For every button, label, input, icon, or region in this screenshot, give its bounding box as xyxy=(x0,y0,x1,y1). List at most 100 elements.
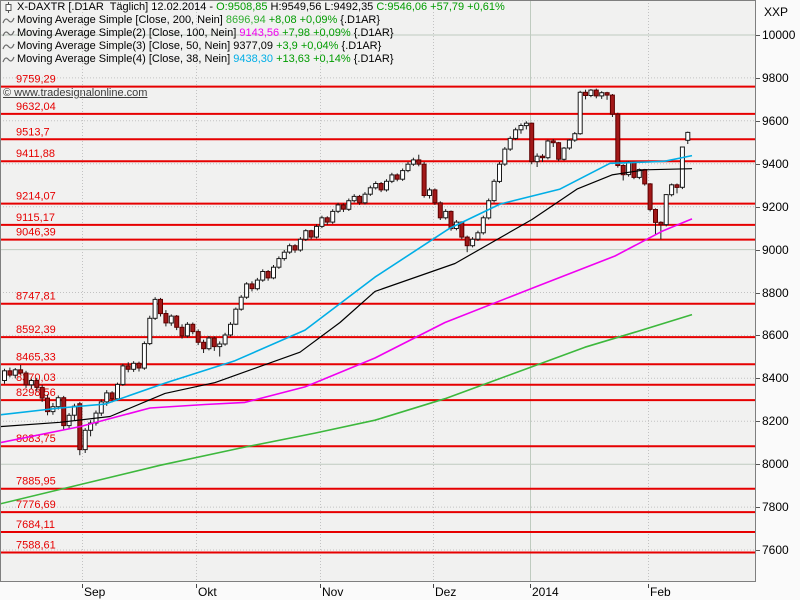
y-tick-mark xyxy=(756,35,760,37)
wave-icon xyxy=(2,56,15,63)
y-tick-mark xyxy=(756,121,760,123)
legend-text: Moving Average Simple [Close, 200, Nein] xyxy=(17,14,226,26)
level-label: 8465,33 xyxy=(16,351,56,363)
candle-down xyxy=(308,230,314,238)
level-label: 9046,39 xyxy=(16,227,56,239)
x-tick-mark xyxy=(320,584,321,588)
candle-up xyxy=(115,383,120,400)
candle-up xyxy=(518,125,524,131)
candle-down xyxy=(201,341,207,350)
candle-up xyxy=(254,279,260,290)
legend-text: Moving Average Simple(2) [Close, 100, Ne… xyxy=(17,27,240,39)
candle-up xyxy=(98,401,104,414)
candle-down xyxy=(174,315,180,328)
candle-up xyxy=(443,210,449,219)
candle-up xyxy=(2,370,7,381)
candle-up xyxy=(599,92,605,97)
wave-icon xyxy=(2,17,15,24)
plot-border xyxy=(0,0,756,582)
candle-up xyxy=(577,91,583,135)
legend-text: O:9508,85 xyxy=(216,1,271,13)
candle-up xyxy=(271,266,276,279)
candle-down xyxy=(195,331,201,343)
candle-down xyxy=(324,217,330,223)
y-axis-label: 10000 xyxy=(756,29,795,41)
legend-row[interactable]: Moving Average Simple(3) [Close, 50, Nei… xyxy=(2,40,505,53)
candle-up xyxy=(131,362,137,370)
candle-down xyxy=(604,92,610,96)
ma-line xyxy=(0,218,693,444)
legend-row[interactable]: X-DAXTR [.D1AR Täglich] 12.02.2014 - O:9… xyxy=(2,1,505,14)
candle-down xyxy=(593,89,599,97)
legend-text: 9377,09 xyxy=(233,40,274,52)
y-axis-label: 8400 xyxy=(756,372,789,384)
candle-down xyxy=(653,209,658,223)
candle-down xyxy=(432,189,438,204)
y-axis-label: 8000 xyxy=(756,458,789,470)
legend-text: +8,08 +0,09% xyxy=(265,14,338,26)
candle-up xyxy=(28,380,34,386)
candle-up xyxy=(384,180,389,191)
candle-down xyxy=(265,271,271,279)
candle-down xyxy=(416,159,422,165)
candle-down xyxy=(249,283,255,290)
wave-icon xyxy=(2,30,15,37)
candle-up xyxy=(335,204,341,212)
time-axis[interactable]: Sep Okt Nov Dez 2014 Feb xyxy=(0,582,756,600)
candle-down xyxy=(158,298,163,315)
level-label: 9411,88 xyxy=(16,148,55,160)
plot-area[interactable]: © www.tradesignalonline.com 9759,29 9632,… xyxy=(0,0,756,582)
legend-row[interactable]: Moving Average Simple(2) [Close, 100, Ne… xyxy=(2,27,505,40)
candle-down xyxy=(340,204,346,210)
candle-up xyxy=(561,147,567,160)
candle-down xyxy=(190,323,196,333)
candle-up xyxy=(104,392,110,403)
legend: X-DAXTR [.D1AR Täglich] 12.02.2014 - O:9… xyxy=(2,1,505,66)
candle-up xyxy=(373,183,379,189)
candle-up xyxy=(168,315,174,324)
legend-text: +13,63 +0,14% xyxy=(273,53,351,65)
y-tick-mark xyxy=(756,250,760,252)
candle-up xyxy=(233,308,239,325)
candle-up xyxy=(679,146,685,188)
candle-up xyxy=(475,232,481,240)
level-label: 7776,69 xyxy=(16,499,56,511)
level-label: 9214,07 xyxy=(16,191,56,203)
chart-canvas[interactable]: 9759,29 9632,04 9513,7 9411,88 9214,07 9115,1… xyxy=(0,0,756,582)
price-axis[interactable]: XXP 10000 9800 9600 9400 9200 9000 8800 8600 840… xyxy=(756,0,800,600)
level-label: 8083,75 xyxy=(16,433,56,445)
x-tick-mark xyxy=(648,584,649,588)
legend-text: X-DAXTR [.D1AR Täglich] 12.02.2014 - xyxy=(17,1,217,13)
ma-line xyxy=(0,168,693,428)
candle-down xyxy=(448,210,454,230)
candle-down xyxy=(631,161,637,178)
candle-up xyxy=(228,323,233,336)
level-label: 9759,29 xyxy=(16,74,56,86)
candle-down xyxy=(674,184,680,188)
candle-up xyxy=(523,122,529,127)
legend-row[interactable]: Moving Average Simple(4) [Close, 38, Nei… xyxy=(2,53,505,66)
candle-down xyxy=(529,122,535,163)
y-axis-label: 9200 xyxy=(756,201,789,213)
candlestick-icon xyxy=(5,2,12,13)
level-label: 8298,56 xyxy=(16,387,56,399)
legend-row[interactable]: Moving Average Simple [Close, 200, Nein]… xyxy=(2,14,505,27)
candle-up xyxy=(362,193,368,204)
candle-up xyxy=(152,298,158,319)
y-axis-label: 7800 xyxy=(756,501,789,513)
candle-up xyxy=(513,129,519,139)
candle-down xyxy=(658,221,664,226)
candle-up xyxy=(12,369,18,376)
candle-down xyxy=(109,392,115,400)
ma-line xyxy=(0,154,693,416)
candle-down xyxy=(357,195,363,204)
y-axis-label: 8600 xyxy=(756,329,789,341)
candle-up xyxy=(470,238,476,247)
y-axis-label: 9000 xyxy=(756,244,789,256)
candle-up xyxy=(120,365,126,385)
candle-up xyxy=(314,225,319,238)
candle-up xyxy=(507,137,513,150)
candle-down xyxy=(211,337,217,348)
candle-down xyxy=(163,313,169,324)
candle-up xyxy=(389,174,395,182)
